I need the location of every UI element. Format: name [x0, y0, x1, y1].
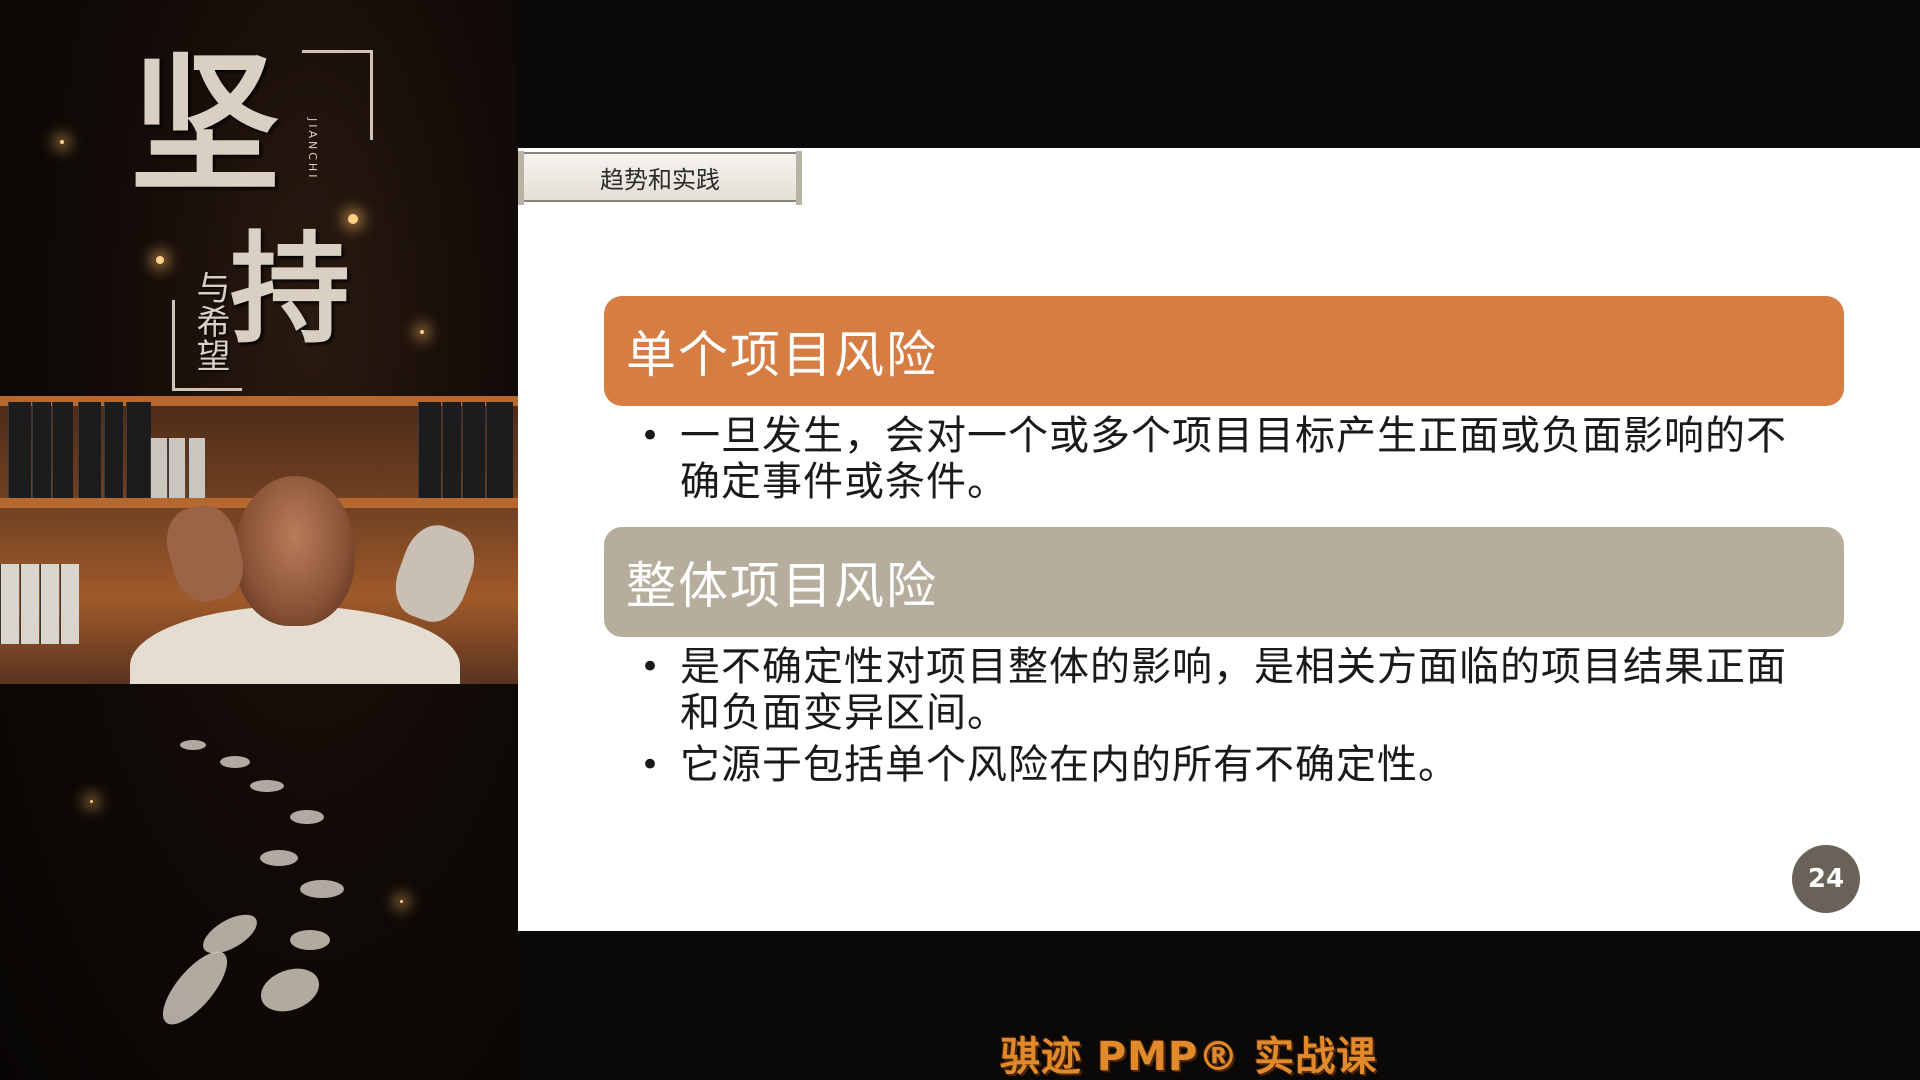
poster-title-char: 持 — [230, 219, 350, 360]
glow-star-icon — [348, 214, 358, 224]
section-tab: 趋势和实践 — [518, 151, 802, 205]
left-poster-panel: 坚 持 与希望 JIANCHI — [0, 0, 518, 1080]
poster-frame-line — [302, 50, 372, 53]
webcam-feed — [0, 396, 518, 684]
book — [188, 438, 205, 498]
presenter-head — [235, 476, 355, 626]
footprint — [290, 930, 330, 950]
footprint — [300, 880, 344, 898]
footprint — [290, 810, 324, 824]
book — [8, 402, 31, 498]
book — [60, 564, 79, 644]
footprint — [250, 780, 284, 792]
poster-frame-line — [172, 300, 175, 390]
brand-watermark: 骐迹 PMP® 实战课 — [1000, 1034, 1378, 1080]
heading-overall-risk: 整体项目风险 — [604, 527, 1844, 637]
presenter-hand — [385, 516, 485, 631]
book — [462, 402, 485, 498]
poster-subtitle: 与希望 — [190, 270, 230, 372]
section-tab-label: 趋势和实践 — [600, 165, 720, 194]
heading-individual-risk-label: 单个项目风险 — [626, 326, 938, 384]
footprint — [254, 960, 326, 1020]
book — [168, 438, 185, 498]
book — [40, 564, 59, 644]
footprint — [180, 740, 206, 750]
page-number-badge: 24 — [1792, 845, 1860, 913]
footprint — [197, 906, 263, 962]
book — [78, 402, 101, 498]
footprint — [260, 850, 298, 866]
book — [442, 402, 461, 498]
poster-romanization: JIANCHI — [306, 118, 319, 181]
footprint — [220, 756, 250, 768]
heading-individual-risk: 单个项目风险 — [604, 296, 1844, 406]
footprint — [152, 941, 238, 1035]
book — [52, 402, 73, 498]
book — [486, 402, 513, 498]
glow-star-icon — [420, 330, 424, 334]
bullet-item: 是不确定性对项目整体的影响，是相关方面临的项目结果正面和负面变异区间。 — [640, 644, 1820, 736]
book — [150, 438, 167, 498]
book — [20, 564, 39, 644]
glow-star-icon — [60, 140, 64, 144]
bullet-item: 它源于包括单个风险在内的所有不确定性。 — [640, 742, 1820, 788]
poster-title: 坚 持 与希望 — [130, 30, 373, 391]
glow-star-icon — [156, 256, 164, 264]
presenter-hand — [158, 498, 252, 609]
footprints-graphic — [140, 720, 400, 1060]
book — [418, 402, 441, 498]
poster-frame-line — [172, 388, 242, 391]
bullet-list-individual-risk: 一旦发生，会对一个或多个项目目标产生正面或负面影响的不确定事件或条件。 — [640, 413, 1820, 511]
glow-star-icon — [400, 900, 403, 903]
poster-title-char: 坚 — [130, 37, 281, 213]
book — [126, 402, 151, 498]
presentation-slide: 趋势和实践 单个项目风险 一旦发生，会对一个或多个项目目标产生正面或负面影响的不… — [518, 148, 1920, 931]
book — [104, 402, 123, 498]
bullet-item: 一旦发生，会对一个或多个项目目标产生正面或负面影响的不确定事件或条件。 — [640, 413, 1820, 505]
glow-star-icon — [90, 800, 93, 803]
book — [32, 402, 51, 498]
book — [0, 564, 19, 644]
heading-overall-risk-label: 整体项目风险 — [626, 557, 938, 615]
page-number: 24 — [1807, 864, 1845, 894]
bullet-list-overall-risk: 是不确定性对项目整体的影响，是相关方面临的项目结果正面和负面变异区间。 它源于包… — [640, 644, 1820, 794]
poster-frame-line — [370, 50, 373, 140]
bookshelf — [0, 396, 518, 406]
